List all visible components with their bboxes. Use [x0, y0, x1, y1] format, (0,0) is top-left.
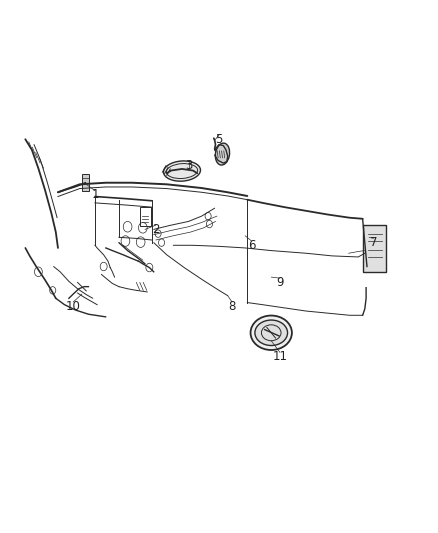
Text: 11: 11: [272, 350, 287, 363]
Text: 8: 8: [228, 300, 236, 313]
Ellipse shape: [215, 143, 230, 165]
Text: 5: 5: [215, 133, 223, 146]
Text: 7: 7: [370, 236, 377, 249]
Text: 6: 6: [248, 239, 255, 252]
Ellipse shape: [251, 316, 292, 350]
Text: 1: 1: [91, 189, 99, 201]
Text: 9: 9: [276, 276, 284, 289]
FancyBboxPatch shape: [364, 224, 386, 272]
Ellipse shape: [163, 161, 201, 181]
Text: 2: 2: [152, 223, 159, 236]
Text: 10: 10: [66, 300, 81, 313]
Ellipse shape: [255, 320, 288, 345]
Bar: [82, 174, 89, 191]
Text: 3: 3: [185, 159, 192, 172]
